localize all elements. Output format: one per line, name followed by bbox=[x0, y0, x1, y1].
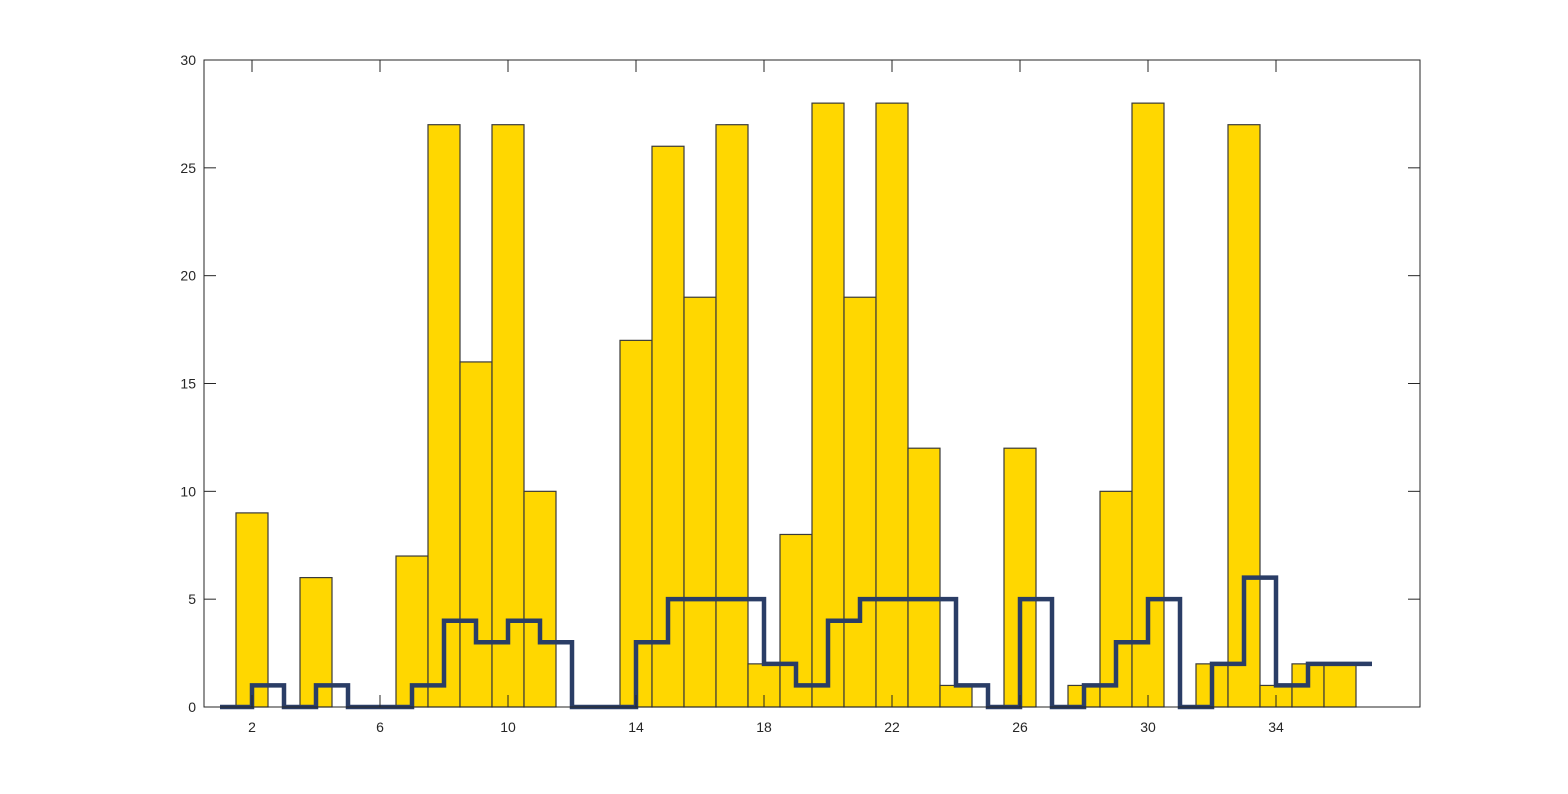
bar-21 bbox=[843, 296, 877, 708]
bar-24 bbox=[939, 684, 973, 708]
bar-10 bbox=[491, 124, 525, 708]
x-tick-label-22: 22 bbox=[884, 719, 900, 735]
x-tick-label-6: 6 bbox=[376, 719, 384, 735]
x-tick-labels: 2 6 10 14 18 22 26 30 34 bbox=[248, 719, 1284, 735]
y-tick-label-10: 10 bbox=[180, 483, 196, 499]
y-tick-label-30: 30 bbox=[180, 52, 196, 68]
bar-22 bbox=[875, 102, 909, 708]
x-tick-label-18: 18 bbox=[756, 719, 772, 735]
x-tick-label-14: 14 bbox=[628, 719, 644, 735]
x-tick-label-30: 30 bbox=[1140, 719, 1156, 735]
bar-23 bbox=[907, 447, 941, 708]
bar-series bbox=[235, 102, 1357, 708]
bar-20 bbox=[811, 102, 845, 708]
x-tick-label-34: 34 bbox=[1268, 719, 1284, 735]
bar-9 bbox=[459, 361, 493, 708]
stairs-line bbox=[220, 575, 1372, 710]
axes bbox=[203, 59, 1421, 708]
y-tick-labels: 0 5 10 15 20 25 30 bbox=[180, 52, 196, 715]
x-tick-label-2: 2 bbox=[248, 719, 256, 735]
y-tick-label-0: 0 bbox=[188, 699, 196, 715]
y-tick-label-5: 5 bbox=[188, 591, 196, 607]
stairs-series bbox=[220, 575, 1372, 710]
x-tick-label-26: 26 bbox=[1012, 719, 1028, 735]
y-tick-label-15: 15 bbox=[180, 376, 196, 392]
bar-11 bbox=[523, 490, 557, 708]
bar-8 bbox=[427, 124, 461, 708]
bar-16 bbox=[683, 296, 717, 708]
bar-7 bbox=[395, 555, 429, 708]
bar-17 bbox=[715, 124, 749, 708]
bar-36 bbox=[1323, 663, 1357, 708]
bar-2 bbox=[235, 512, 269, 708]
x-tick-label-10: 10 bbox=[500, 719, 516, 735]
y-tick-label-20: 20 bbox=[180, 268, 196, 284]
y-tick-label-25: 25 bbox=[180, 160, 196, 176]
